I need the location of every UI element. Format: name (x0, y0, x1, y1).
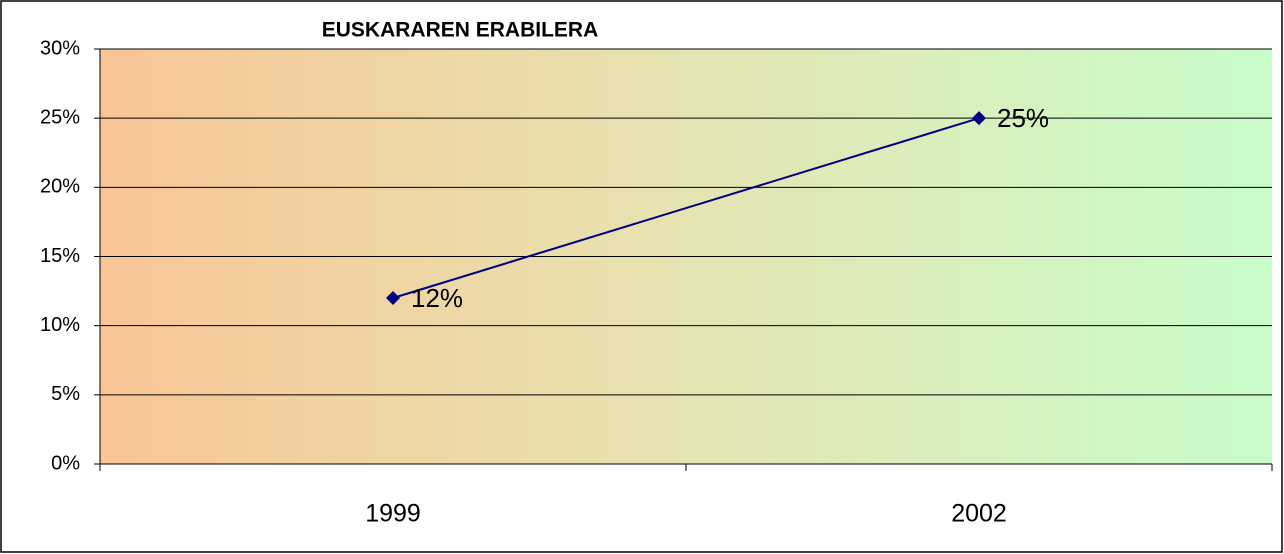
y-tick-label: 30% (40, 37, 80, 59)
chart-title: EUSKARAREN ERABILERA (322, 19, 599, 42)
y-tick-label: 5% (51, 383, 80, 405)
y-tick-label: 0% (51, 452, 80, 474)
data-label: 12% (411, 283, 463, 313)
x-tick-label: 1999 (365, 500, 421, 528)
data-line (392, 117, 980, 299)
data-label: 25% (997, 103, 1049, 133)
y-tick-label: 20% (40, 176, 80, 198)
x-tick-label: 2002 (951, 500, 1007, 528)
data-point (386, 291, 400, 305)
data-point (972, 111, 986, 126)
y-tick-label: 25% (40, 106, 80, 128)
y-tick-label: 15% (40, 245, 80, 267)
y-tick-label: 10% (40, 314, 80, 336)
